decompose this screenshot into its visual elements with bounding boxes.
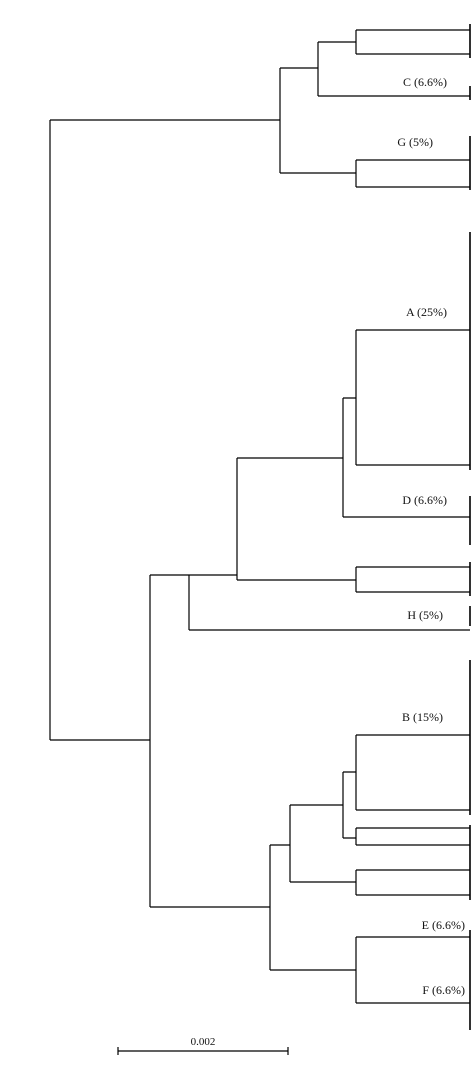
cluster-label: F (6.6%) bbox=[422, 983, 465, 997]
tree-branches bbox=[49, 29, 470, 1004]
cluster-label: H (5%) bbox=[407, 608, 443, 622]
cluster-label: B (15%) bbox=[402, 710, 443, 724]
cluster-label: C (6.6%) bbox=[403, 75, 447, 89]
cluster-label: D (6.6%) bbox=[402, 493, 447, 507]
cluster-label: G (5%) bbox=[397, 135, 433, 149]
scale-bar-label: 0.002 bbox=[191, 1036, 216, 1048]
scale-bar bbox=[117, 1047, 289, 1055]
cluster-label: E (6.6%) bbox=[422, 918, 465, 932]
cluster-label: A (25%) bbox=[406, 305, 447, 319]
